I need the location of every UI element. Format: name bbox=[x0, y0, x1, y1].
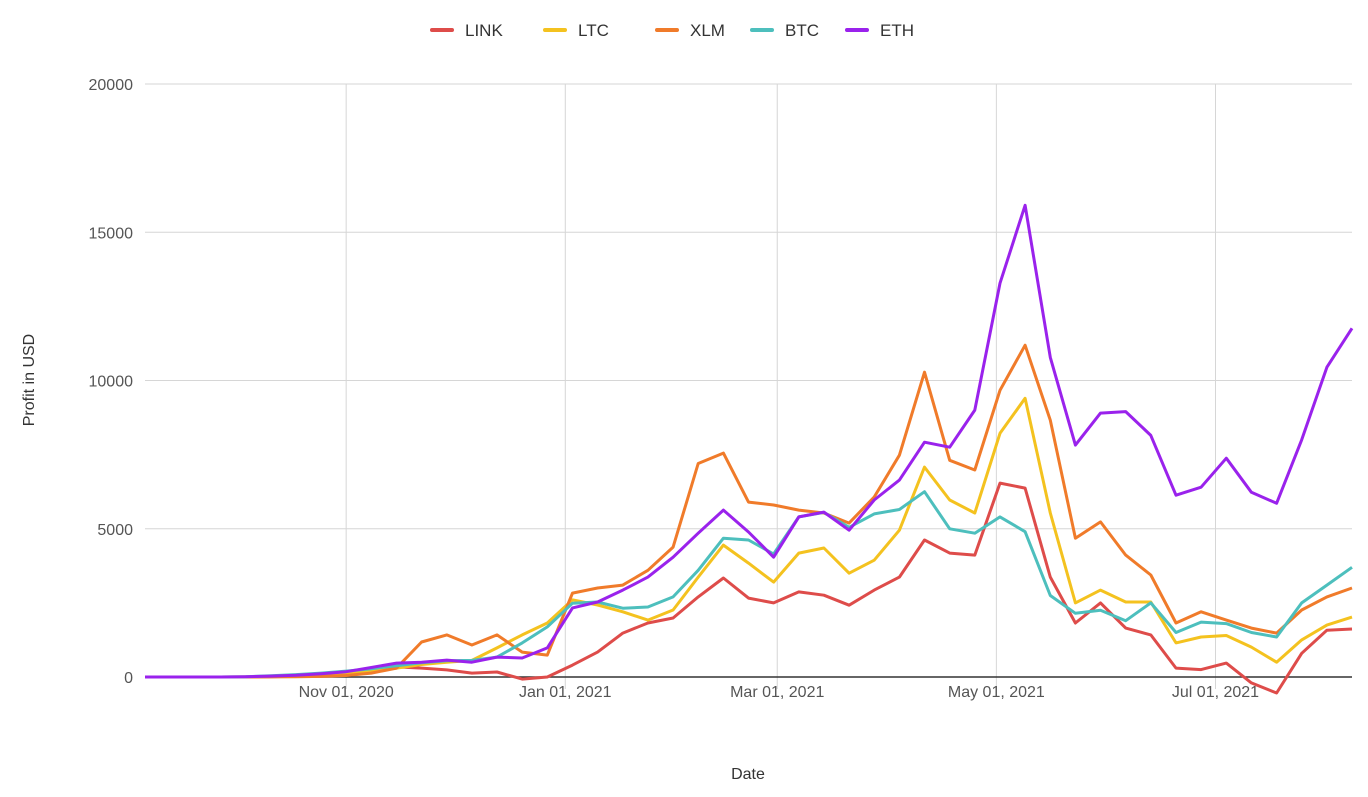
series-line-ltc bbox=[145, 396, 1353, 679]
legend-item-link[interactable]: LINK bbox=[430, 21, 503, 40]
y-tick-label: 0 bbox=[124, 670, 133, 687]
legend-item-btc[interactable]: BTC bbox=[750, 21, 819, 40]
series-line-link bbox=[145, 481, 1353, 695]
series-line-xlm bbox=[145, 343, 1353, 679]
legend-label: LINK bbox=[465, 21, 503, 40]
legend-label: LTC bbox=[578, 21, 609, 40]
x-tick-label: Jan 01, 2021 bbox=[519, 684, 612, 701]
x-axis-label: Date bbox=[731, 766, 765, 783]
x-axis-ticks: Nov 01, 2020 Jan 01, 2021 Mar 01, 2021 May … bbox=[299, 684, 1260, 701]
legend-item-eth[interactable]: ETH bbox=[845, 21, 914, 40]
legend-label: BTC bbox=[785, 21, 819, 40]
x-tick-label: Mar 01, 2021 bbox=[730, 684, 824, 701]
y-tick-label: 15000 bbox=[89, 225, 134, 242]
series-line-btc bbox=[145, 490, 1353, 679]
series-line-eth bbox=[145, 203, 1354, 679]
series-lines bbox=[145, 203, 1354, 695]
y-tick-label: 20000 bbox=[89, 77, 134, 94]
y-tick-label: 10000 bbox=[89, 374, 134, 391]
x-tick-label: Jul 01, 2021 bbox=[1172, 684, 1259, 701]
legend-label: XLM bbox=[690, 21, 725, 40]
legend-item-ltc[interactable]: LTC bbox=[543, 21, 609, 40]
x-tick-label: May 01, 2021 bbox=[948, 684, 1045, 701]
legend: LINK LTC XLM BTC ETH bbox=[430, 21, 914, 40]
y-tick-label: 5000 bbox=[97, 522, 133, 539]
legend-label: ETH bbox=[880, 21, 914, 40]
y-axis-ticks: 0 5000 10000 15000 20000 bbox=[89, 77, 134, 687]
legend-item-xlm[interactable]: XLM bbox=[655, 21, 725, 40]
y-axis-label: Profit in USD bbox=[21, 334, 38, 426]
x-tick-label: Nov 01, 2020 bbox=[299, 684, 394, 701]
gridlines bbox=[145, 83, 1352, 689]
